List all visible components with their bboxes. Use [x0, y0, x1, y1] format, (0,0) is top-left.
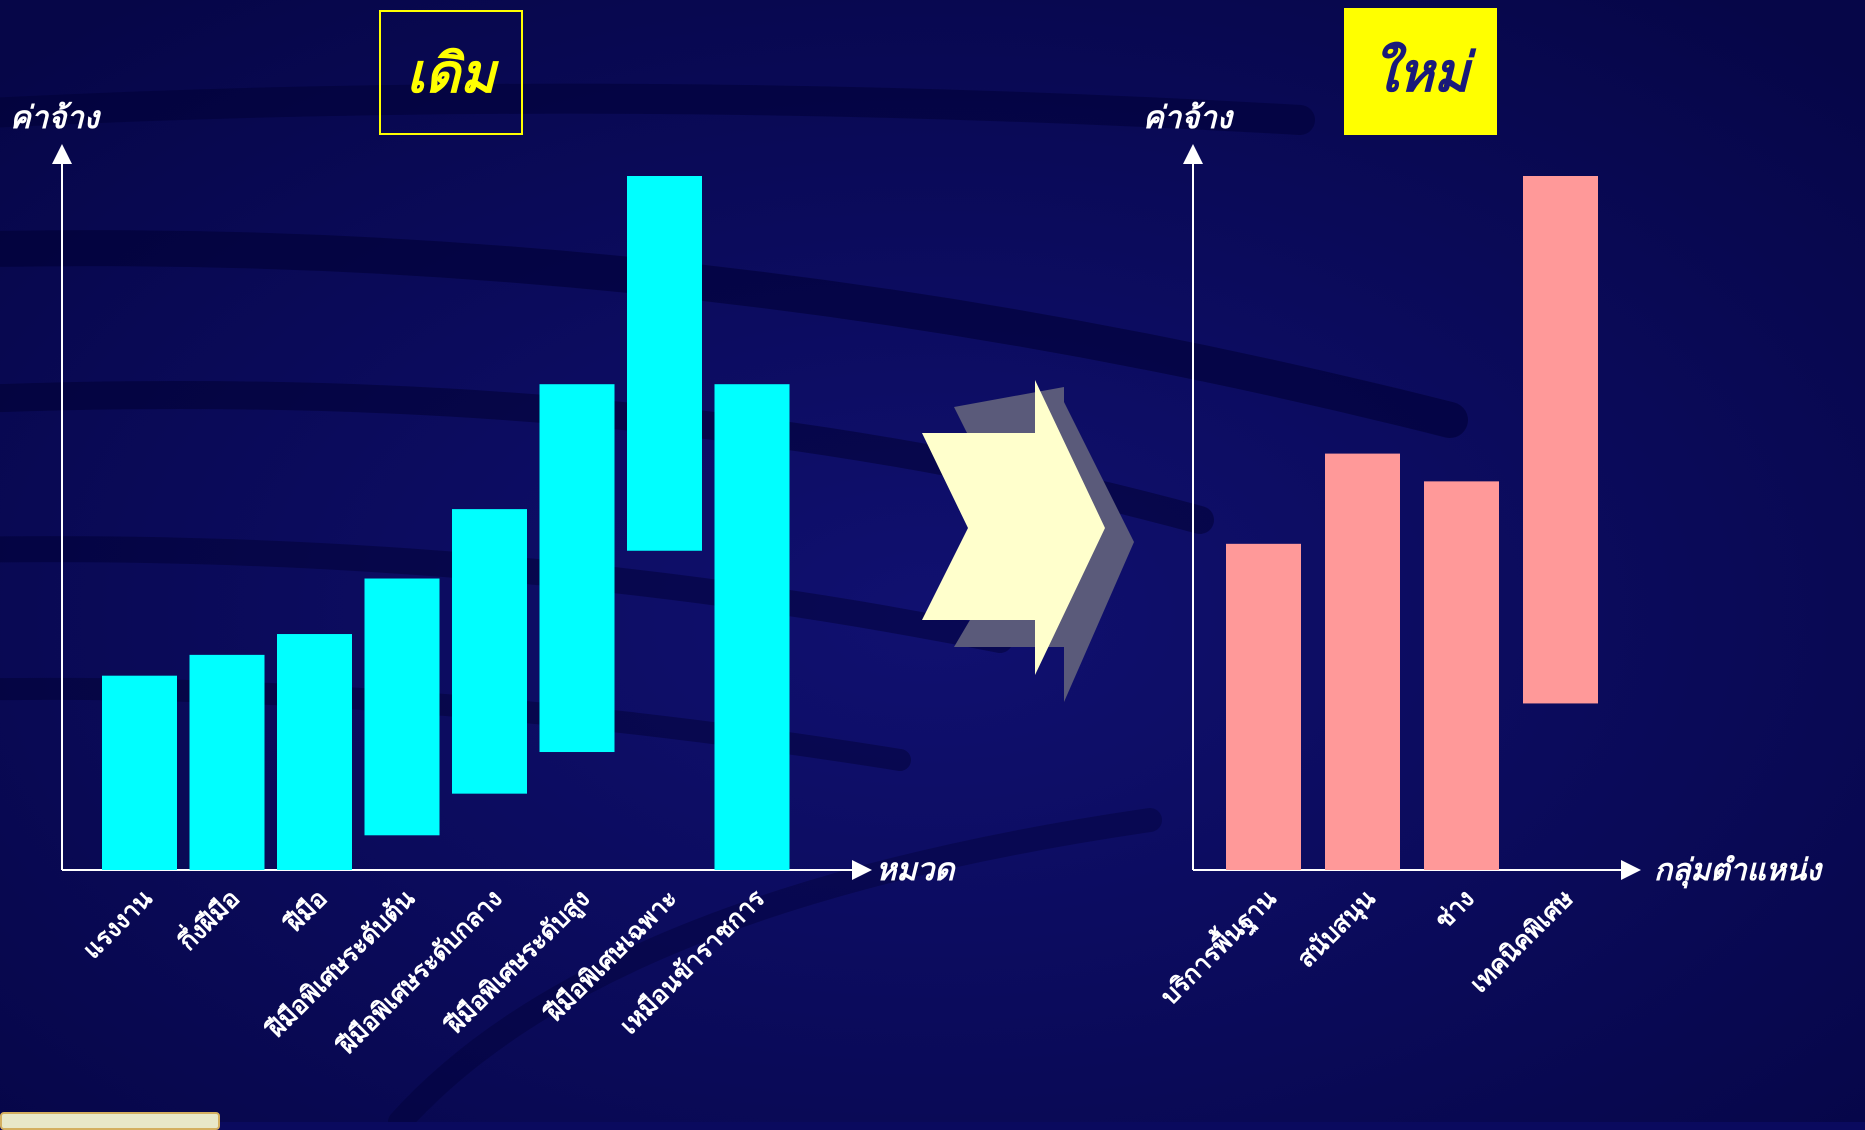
bar-3	[1523, 176, 1598, 704]
bar-3	[364, 578, 440, 836]
bar-1	[189, 654, 265, 870]
bar-0	[102, 675, 177, 870]
corner-action-button[interactable]	[0, 1112, 220, 1130]
new-xlabel: กลุ่มตำแหน่ง	[1654, 853, 1823, 889]
old-bars	[102, 176, 790, 870]
old-xlabel: หมวด	[876, 852, 956, 888]
title-old: เดิม	[379, 10, 523, 135]
bar-2	[277, 634, 352, 870]
chart-new: ค่าจ้าง กลุ่มตำแหน่ง บริการพื้นฐาน สนับสน…	[1143, 100, 1823, 1012]
bar-4	[452, 509, 527, 794]
bar-6	[627, 176, 702, 551]
old-ylabel: ค่าจ้าง	[10, 100, 102, 136]
new-ylabel: ค่าจ้าง	[1143, 100, 1235, 136]
transition-arrow	[922, 380, 1134, 702]
new-bars	[1226, 176, 1598, 870]
title-new: ใหม่	[1344, 8, 1497, 135]
bar-1	[1325, 453, 1400, 870]
bar-2	[1424, 481, 1499, 870]
bar-0	[1226, 543, 1301, 870]
bar-7	[714, 384, 790, 870]
arrow-shape	[922, 380, 1105, 675]
bar-5	[539, 384, 615, 753]
